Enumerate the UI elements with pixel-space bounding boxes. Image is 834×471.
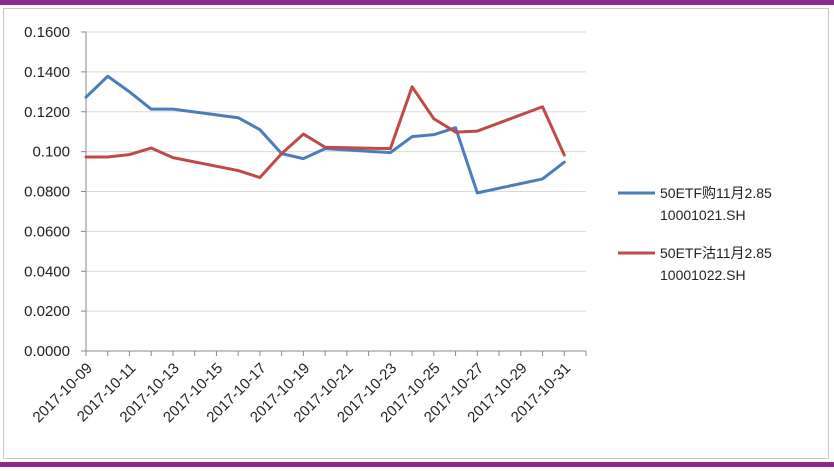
legend-label-2: 50ETF沽11月2.85 [660,245,772,261]
legend-label-2: 10001022.SH [660,267,746,283]
series-line-2 [84,85,566,180]
legend-label-1: 50ETF购11月2.85 [660,185,772,201]
legend: 50ETF购11月2.85 10001021.SH 50ETF沽11月2.85 100… [618,185,772,283]
y-tick-label: 0.0400 [24,263,70,280]
series-lines [84,74,566,195]
y-axis-ticks: 0.0000 0.0200 0.0400 0.0600 0.0800 0.100 0.120… [24,24,86,360]
top-accent-bar [0,0,834,5]
chart-frame [3,8,829,459]
y-tick-label: 0.100 [32,144,70,161]
y-tick-label: 0.0800 [24,184,70,201]
y-tick-label: 0.0200 [24,303,70,320]
y-tick-label: 0.1400 [24,64,70,81]
bottom-accent-bar [0,462,834,467]
gridlines [86,31,586,312]
x-axis-ticks: 2017-10-092017-10-112017-10-132017-10-15… [30,351,587,426]
y-tick-label: 0.1200 [24,104,70,121]
legend-label-1: 10001021.SH [660,207,746,223]
series-line-1 [84,74,566,195]
y-tick-label: 0.0600 [24,223,70,240]
y-tick-label: 0.1600 [24,24,70,41]
y-tick-label: 0.0000 [24,343,70,360]
